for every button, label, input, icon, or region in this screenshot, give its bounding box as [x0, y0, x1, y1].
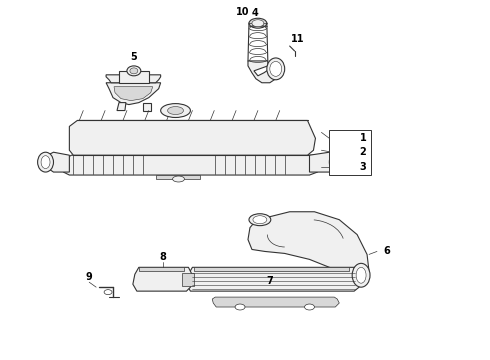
Polygon shape [156, 175, 200, 179]
Ellipse shape [161, 104, 191, 117]
Ellipse shape [352, 264, 370, 287]
Text: 6: 6 [384, 247, 390, 256]
Ellipse shape [329, 152, 345, 172]
Ellipse shape [104, 290, 112, 294]
Polygon shape [310, 152, 339, 172]
Ellipse shape [249, 214, 271, 226]
Polygon shape [248, 212, 369, 279]
Ellipse shape [235, 304, 245, 310]
Ellipse shape [41, 156, 50, 168]
Text: 4: 4 [251, 8, 258, 18]
Polygon shape [63, 155, 321, 175]
Text: 7: 7 [267, 276, 273, 286]
Polygon shape [212, 297, 339, 307]
Text: 1: 1 [360, 133, 367, 143]
Ellipse shape [172, 176, 184, 182]
Text: 3: 3 [360, 162, 367, 172]
Text: 9: 9 [86, 272, 93, 282]
Polygon shape [70, 121, 316, 155]
Ellipse shape [253, 216, 267, 224]
Ellipse shape [333, 156, 342, 168]
Ellipse shape [305, 304, 315, 310]
Polygon shape [248, 61, 278, 83]
Polygon shape [114, 87, 153, 100]
Ellipse shape [267, 58, 285, 80]
Polygon shape [46, 152, 70, 172]
Text: 2: 2 [360, 147, 367, 157]
Polygon shape [117, 103, 126, 111]
Ellipse shape [127, 66, 141, 76]
Ellipse shape [270, 62, 282, 76]
Text: 8: 8 [159, 252, 166, 262]
Text: 11: 11 [291, 34, 304, 44]
Polygon shape [195, 267, 349, 271]
Ellipse shape [356, 267, 366, 283]
Polygon shape [182, 273, 195, 286]
Bar [329, 130, 371, 175]
Ellipse shape [38, 152, 53, 172]
Polygon shape [139, 267, 184, 271]
Polygon shape [119, 71, 149, 83]
Ellipse shape [252, 20, 264, 27]
Ellipse shape [249, 18, 267, 28]
Text: 5: 5 [130, 52, 137, 62]
Ellipse shape [168, 107, 183, 114]
Polygon shape [106, 75, 161, 83]
Polygon shape [187, 267, 361, 291]
Polygon shape [133, 267, 193, 291]
Text: 10: 10 [236, 7, 250, 17]
Polygon shape [106, 83, 161, 105]
Polygon shape [143, 103, 151, 111]
Ellipse shape [130, 68, 138, 74]
